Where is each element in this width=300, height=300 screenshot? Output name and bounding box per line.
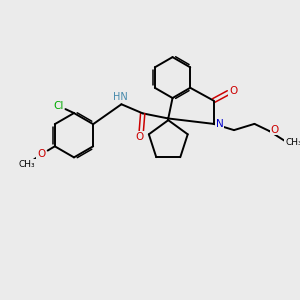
Text: CH₃: CH₃ [18,160,35,169]
Text: O: O [271,124,279,134]
Text: Cl: Cl [53,101,63,111]
Text: N: N [216,119,224,129]
Text: HN: HN [113,92,128,102]
Text: CH₃: CH₃ [285,138,300,147]
Text: O: O [37,149,46,159]
Text: O: O [229,86,238,96]
Text: O: O [136,132,144,142]
